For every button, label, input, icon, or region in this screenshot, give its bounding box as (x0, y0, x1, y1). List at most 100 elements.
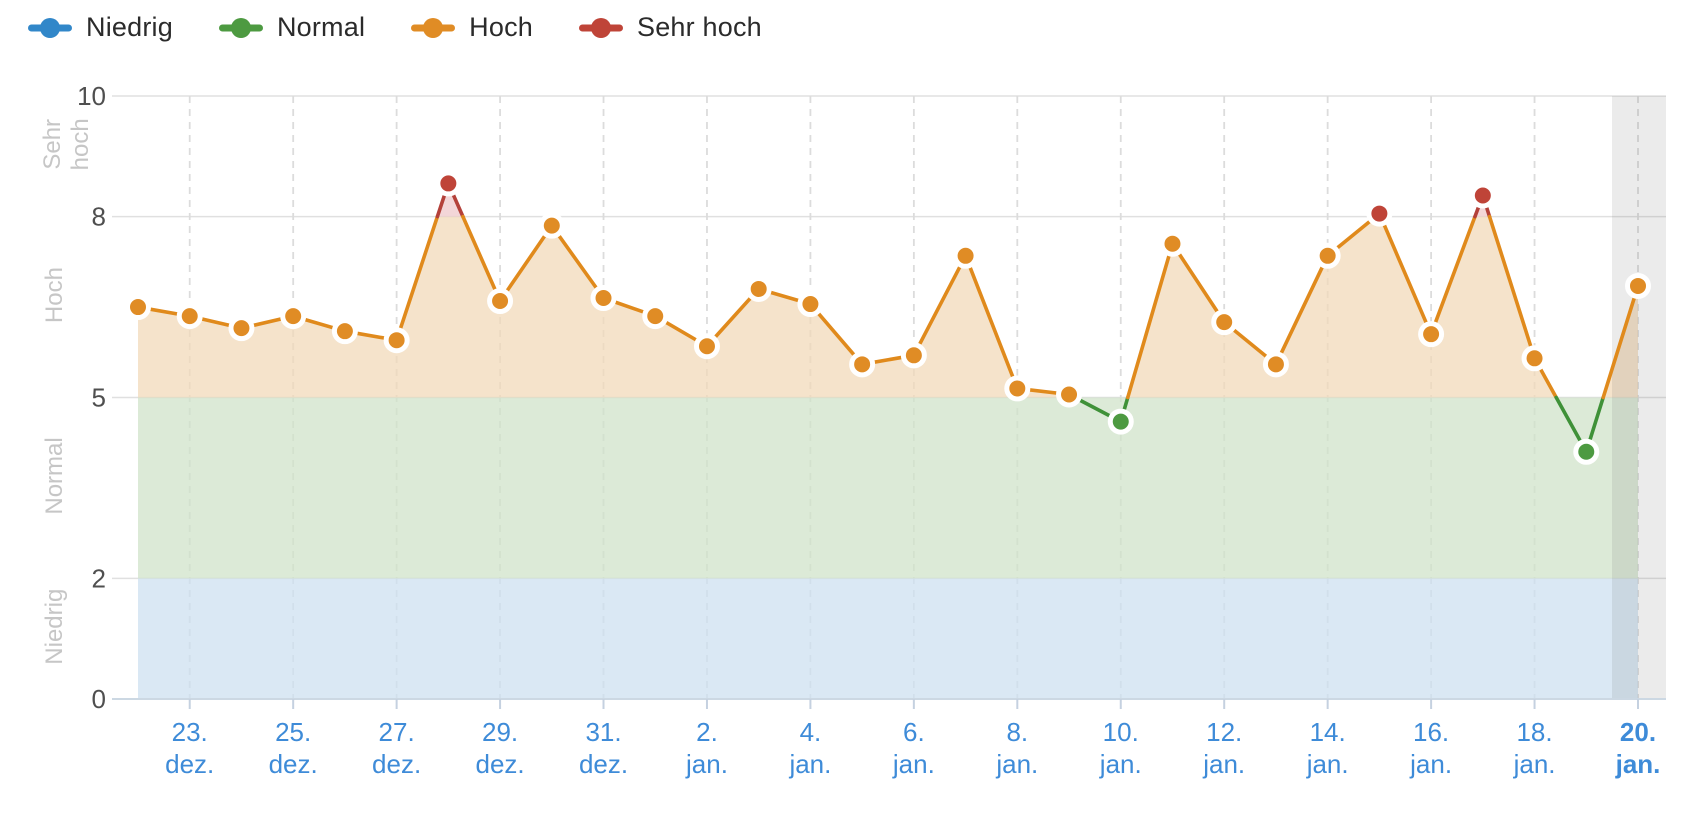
legend-label-normal: Normal (276, 12, 366, 42)
chart-legend: Niedrig Normal Hoch Sehr hoch (28, 12, 762, 43)
data-point[interactable] (280, 303, 307, 330)
data-point[interactable] (1469, 182, 1496, 209)
data-point[interactable] (1418, 321, 1445, 348)
x-tick-label-month: jan. (1615, 749, 1661, 779)
data-points (125, 170, 1651, 465)
y-tick-label: 10 (77, 81, 106, 111)
legend-item-sehr-hoch[interactable]: Sehr hoch (579, 12, 762, 43)
data-point[interactable] (1314, 242, 1341, 269)
line-segment (963, 253, 1020, 391)
data-point[interactable] (487, 288, 514, 315)
x-tick-label-month: jan. (995, 749, 1038, 779)
legend-label-niedrig: Niedrig (86, 12, 173, 42)
x-tick-label-month: dez. (269, 749, 318, 779)
x-tick-label-day: 6. (903, 717, 925, 747)
line-segment (1601, 284, 1640, 400)
x-tick-label-day: 2. (696, 717, 718, 747)
data-point[interactable] (900, 342, 927, 369)
data-point[interactable] (1004, 375, 1031, 402)
line-segment (394, 214, 440, 343)
data-point[interactable] (1159, 230, 1186, 257)
legend-marker-hoch-icon (411, 17, 456, 38)
data-point[interactable] (176, 303, 203, 330)
data-point[interactable] (1107, 408, 1134, 435)
y-axis-labels: 0 2 5 8 10 (77, 81, 106, 714)
data-point[interactable] (1211, 309, 1238, 336)
data-point[interactable] (642, 303, 669, 330)
legend-item-niedrig[interactable]: Niedrig (28, 12, 173, 43)
zone-label: hoch (67, 118, 94, 170)
legend-label-hoch: Hoch (469, 12, 533, 42)
data-point[interactable] (538, 212, 565, 239)
zone-band-niedrig (138, 578, 1638, 699)
x-tick-label-month: dez. (475, 749, 524, 779)
legend-marker-normal-icon (218, 17, 263, 38)
line-segment (1274, 253, 1330, 367)
legend-item-normal[interactable]: Normal (218, 12, 366, 43)
y-tick-label: 8 (92, 202, 106, 232)
legend-item-hoch[interactable]: Hoch (411, 12, 533, 43)
data-point[interactable] (952, 242, 979, 269)
data-point[interactable] (849, 351, 876, 378)
data-point[interactable] (125, 294, 151, 321)
data-point[interactable] (228, 315, 255, 342)
data-point[interactable] (1366, 200, 1393, 227)
line-segment (1378, 214, 1433, 336)
line-segment (808, 302, 864, 367)
x-tick-label-day: 18. (1516, 717, 1552, 747)
x-tick-label-month: jan. (892, 749, 935, 779)
zone-bands (138, 397, 1638, 699)
x-tick-label-day: 16. (1413, 717, 1449, 747)
line-segment (461, 214, 502, 303)
x-tick-label-day: 4. (800, 717, 822, 747)
line-segment (1429, 214, 1477, 336)
data-point[interactable] (1056, 381, 1083, 408)
line-segment (1125, 241, 1175, 400)
x-tick-label-month: dez. (579, 749, 628, 779)
line-segment (498, 223, 554, 303)
zone-labels: Niedrig Normal Hoch Sehr hoch (39, 118, 94, 664)
area-fills (138, 183, 1638, 398)
x-tick-label-day: 27. (379, 717, 415, 747)
x-tick-label-day: 29. (482, 717, 518, 747)
x-tick-label-month: jan. (1306, 749, 1349, 779)
x-axis-labels: 23.dez.25.dez.27.dez.29.dez.31.dez.2.jan… (165, 717, 1660, 779)
data-point[interactable] (590, 285, 617, 312)
line-segment (1487, 214, 1537, 361)
y-tick-label: 5 (92, 383, 106, 413)
x-tick-label-month: jan. (788, 749, 831, 779)
x-tick-label-month: jan. (1099, 749, 1142, 779)
x-tick-label-day: 31. (585, 717, 621, 747)
x-tick-label-day: 25. (275, 717, 311, 747)
data-point[interactable] (1521, 345, 1548, 372)
data-point[interactable] (797, 291, 824, 318)
data-point[interactable] (693, 333, 720, 360)
x-tick-label-day: 12. (1206, 717, 1242, 747)
zone-band-normal (138, 397, 1638, 579)
data-point[interactable] (1625, 272, 1651, 299)
zone-label: Niedrig (41, 589, 68, 665)
line-segment (912, 253, 968, 358)
zone-label: Normal (41, 437, 68, 514)
data-point[interactable] (383, 327, 410, 354)
x-tick-label-day: 14. (1310, 717, 1346, 747)
line-segment (1170, 241, 1227, 324)
x-tick-label-day: 10. (1103, 717, 1139, 747)
data-point[interactable] (1573, 438, 1600, 465)
legend-marker-niedrig-icon (28, 17, 72, 38)
line-segment (549, 223, 606, 300)
data-point[interactable] (331, 318, 358, 345)
y-tick-label: 2 (92, 563, 106, 593)
current-day-highlight-band (1612, 96, 1666, 699)
data-point[interactable] (435, 170, 462, 197)
legend-label-sehr-hoch: Sehr hoch (637, 12, 762, 42)
data-point[interactable] (745, 275, 772, 302)
data-point[interactable] (1262, 351, 1289, 378)
legend-marker-sehr-hoch-icon (579, 17, 623, 38)
x-tick-label-month: dez. (372, 749, 421, 779)
x-tick-label-day: 20. (1620, 717, 1656, 747)
x-tick-label-month: dez. (165, 749, 214, 779)
y-tick-label: 0 (92, 684, 106, 714)
x-tick-label-month: jan. (1202, 749, 1245, 779)
